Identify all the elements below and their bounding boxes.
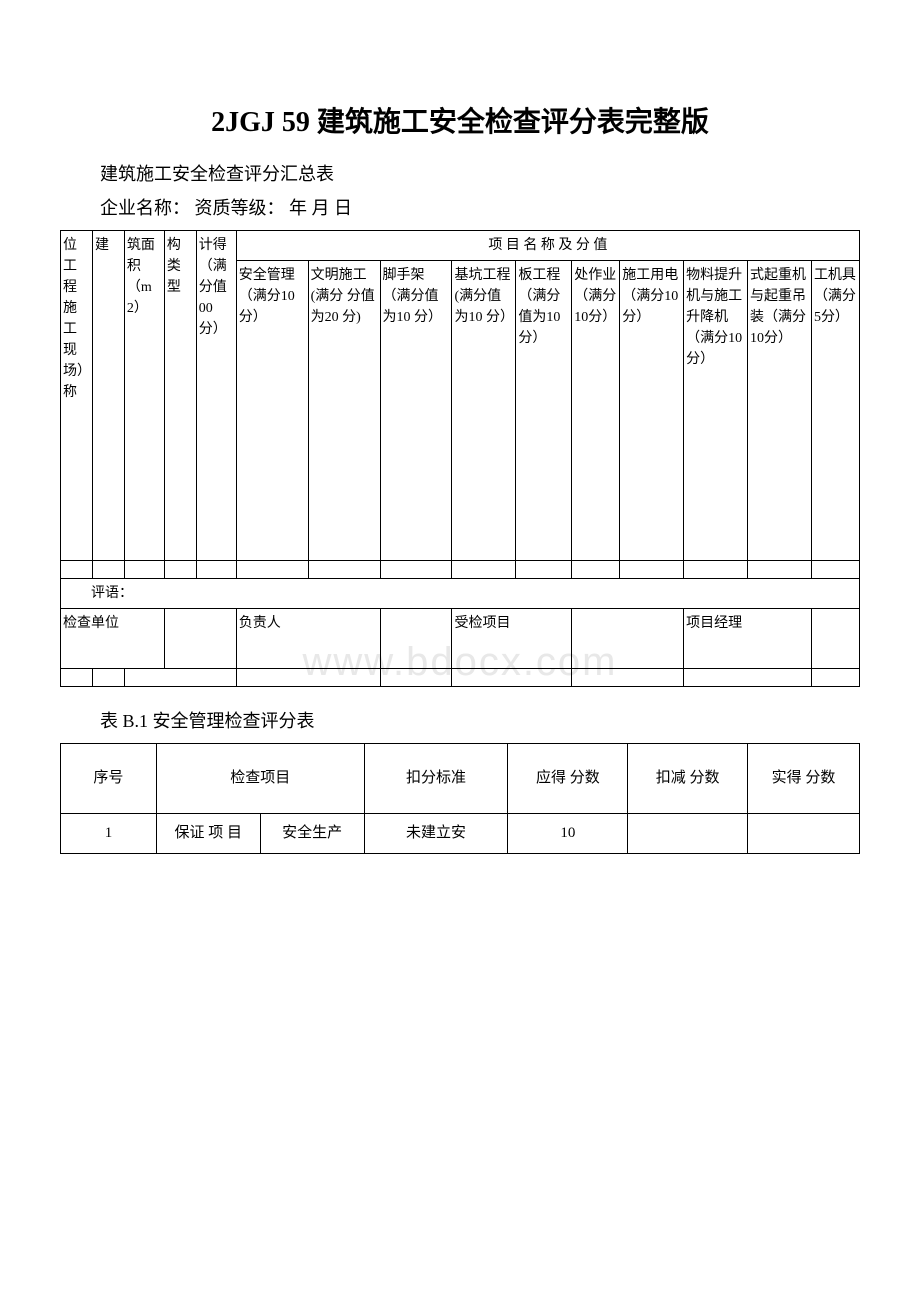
cell-deduct (628, 814, 748, 854)
col-height-work: 处作业（满分10分） (572, 261, 620, 561)
footer-row: 检查单位 负责人 受检项目 项目经理 (61, 609, 860, 669)
col-scaffold: 脚手架（满分值 为10 分） (380, 261, 452, 561)
h-should: 应得 分数 (508, 744, 628, 814)
cell-cat: 保证 项 目 (156, 814, 260, 854)
table-row (61, 561, 860, 579)
col-area-label: 建 (92, 231, 124, 561)
cell-actual (748, 814, 860, 854)
h-item: 检查项目 (156, 744, 364, 814)
checked-project-value (572, 609, 684, 669)
h-actual: 实得 分数 (748, 744, 860, 814)
h-deduct: 扣减 分数 (628, 744, 748, 814)
cell-sub: 安全生产 (260, 814, 364, 854)
col-site: 位工程 施工现场） 称 (61, 231, 93, 561)
leader-label: 负责人 (236, 609, 380, 669)
pm-value (811, 609, 859, 669)
subtitle-1: 建筑施工安全检查评分汇总表 (100, 160, 860, 186)
table-row (61, 669, 860, 687)
pm-label: 项目经理 (684, 609, 812, 669)
col-total: 计得 （满分值 00分） (196, 231, 236, 561)
summary-table: 位工程 施工现场） 称 建 筑面积（m2） 构类型 计得 （满分值 00分） 项… (60, 230, 860, 687)
header-span: 项 目 名 称 及 分 值 (236, 231, 859, 261)
col-tools: 工机具（满分5分） (811, 261, 859, 561)
check-unit-value (164, 609, 236, 669)
leader-value (380, 609, 452, 669)
page-title: 2JGJ 59 建筑施工安全检查评分表完整版 (60, 100, 860, 140)
col-struct: 构类型 (164, 231, 196, 561)
subtitle-3: 表 B.1 安全管理检查评分表 (100, 707, 860, 733)
header-row: 序号 检查项目 扣分标准 应得 分数 扣减 分数 实得 分数 (61, 744, 860, 814)
cell-num: 1 (61, 814, 157, 854)
table-row: 1 保证 项 目 安全生产 未建立安 10 (61, 814, 860, 854)
h-seq: 序号 (61, 744, 157, 814)
col-foundation: 基坑工程(满分值为10 分） (452, 261, 516, 561)
col-civilized: 文明施工(满分 分值为20 分) (308, 261, 380, 561)
h-deduct-std: 扣分标准 (364, 744, 508, 814)
col-formwork: 板工程（满分值为10分） (516, 261, 572, 561)
checked-project-label: 受检项目 (452, 609, 572, 669)
cell-should: 10 (508, 814, 628, 854)
safety-mgmt-table: 序号 检查项目 扣分标准 应得 分数 扣减 分数 实得 分数 1 保证 项 目 … (60, 743, 860, 854)
check-unit-label: 检查单位 (61, 609, 165, 669)
col-safety-mgmt: 安全管理（满分10 分） (236, 261, 308, 561)
comment-row: 评语： (61, 579, 860, 609)
col-area: 筑面积（m2） (124, 231, 164, 561)
col-hoist: 物料提升机与施工升降机（满分10 分） (684, 261, 748, 561)
col-electric: 施工用电（满分10 分） (620, 261, 684, 561)
cell-std: 未建立安 (364, 814, 508, 854)
col-crane: 式起重机与起重吊装（满分10分） (748, 261, 812, 561)
subtitle-2: 企业名称： 资质等级： 年 月 日 (100, 194, 860, 220)
